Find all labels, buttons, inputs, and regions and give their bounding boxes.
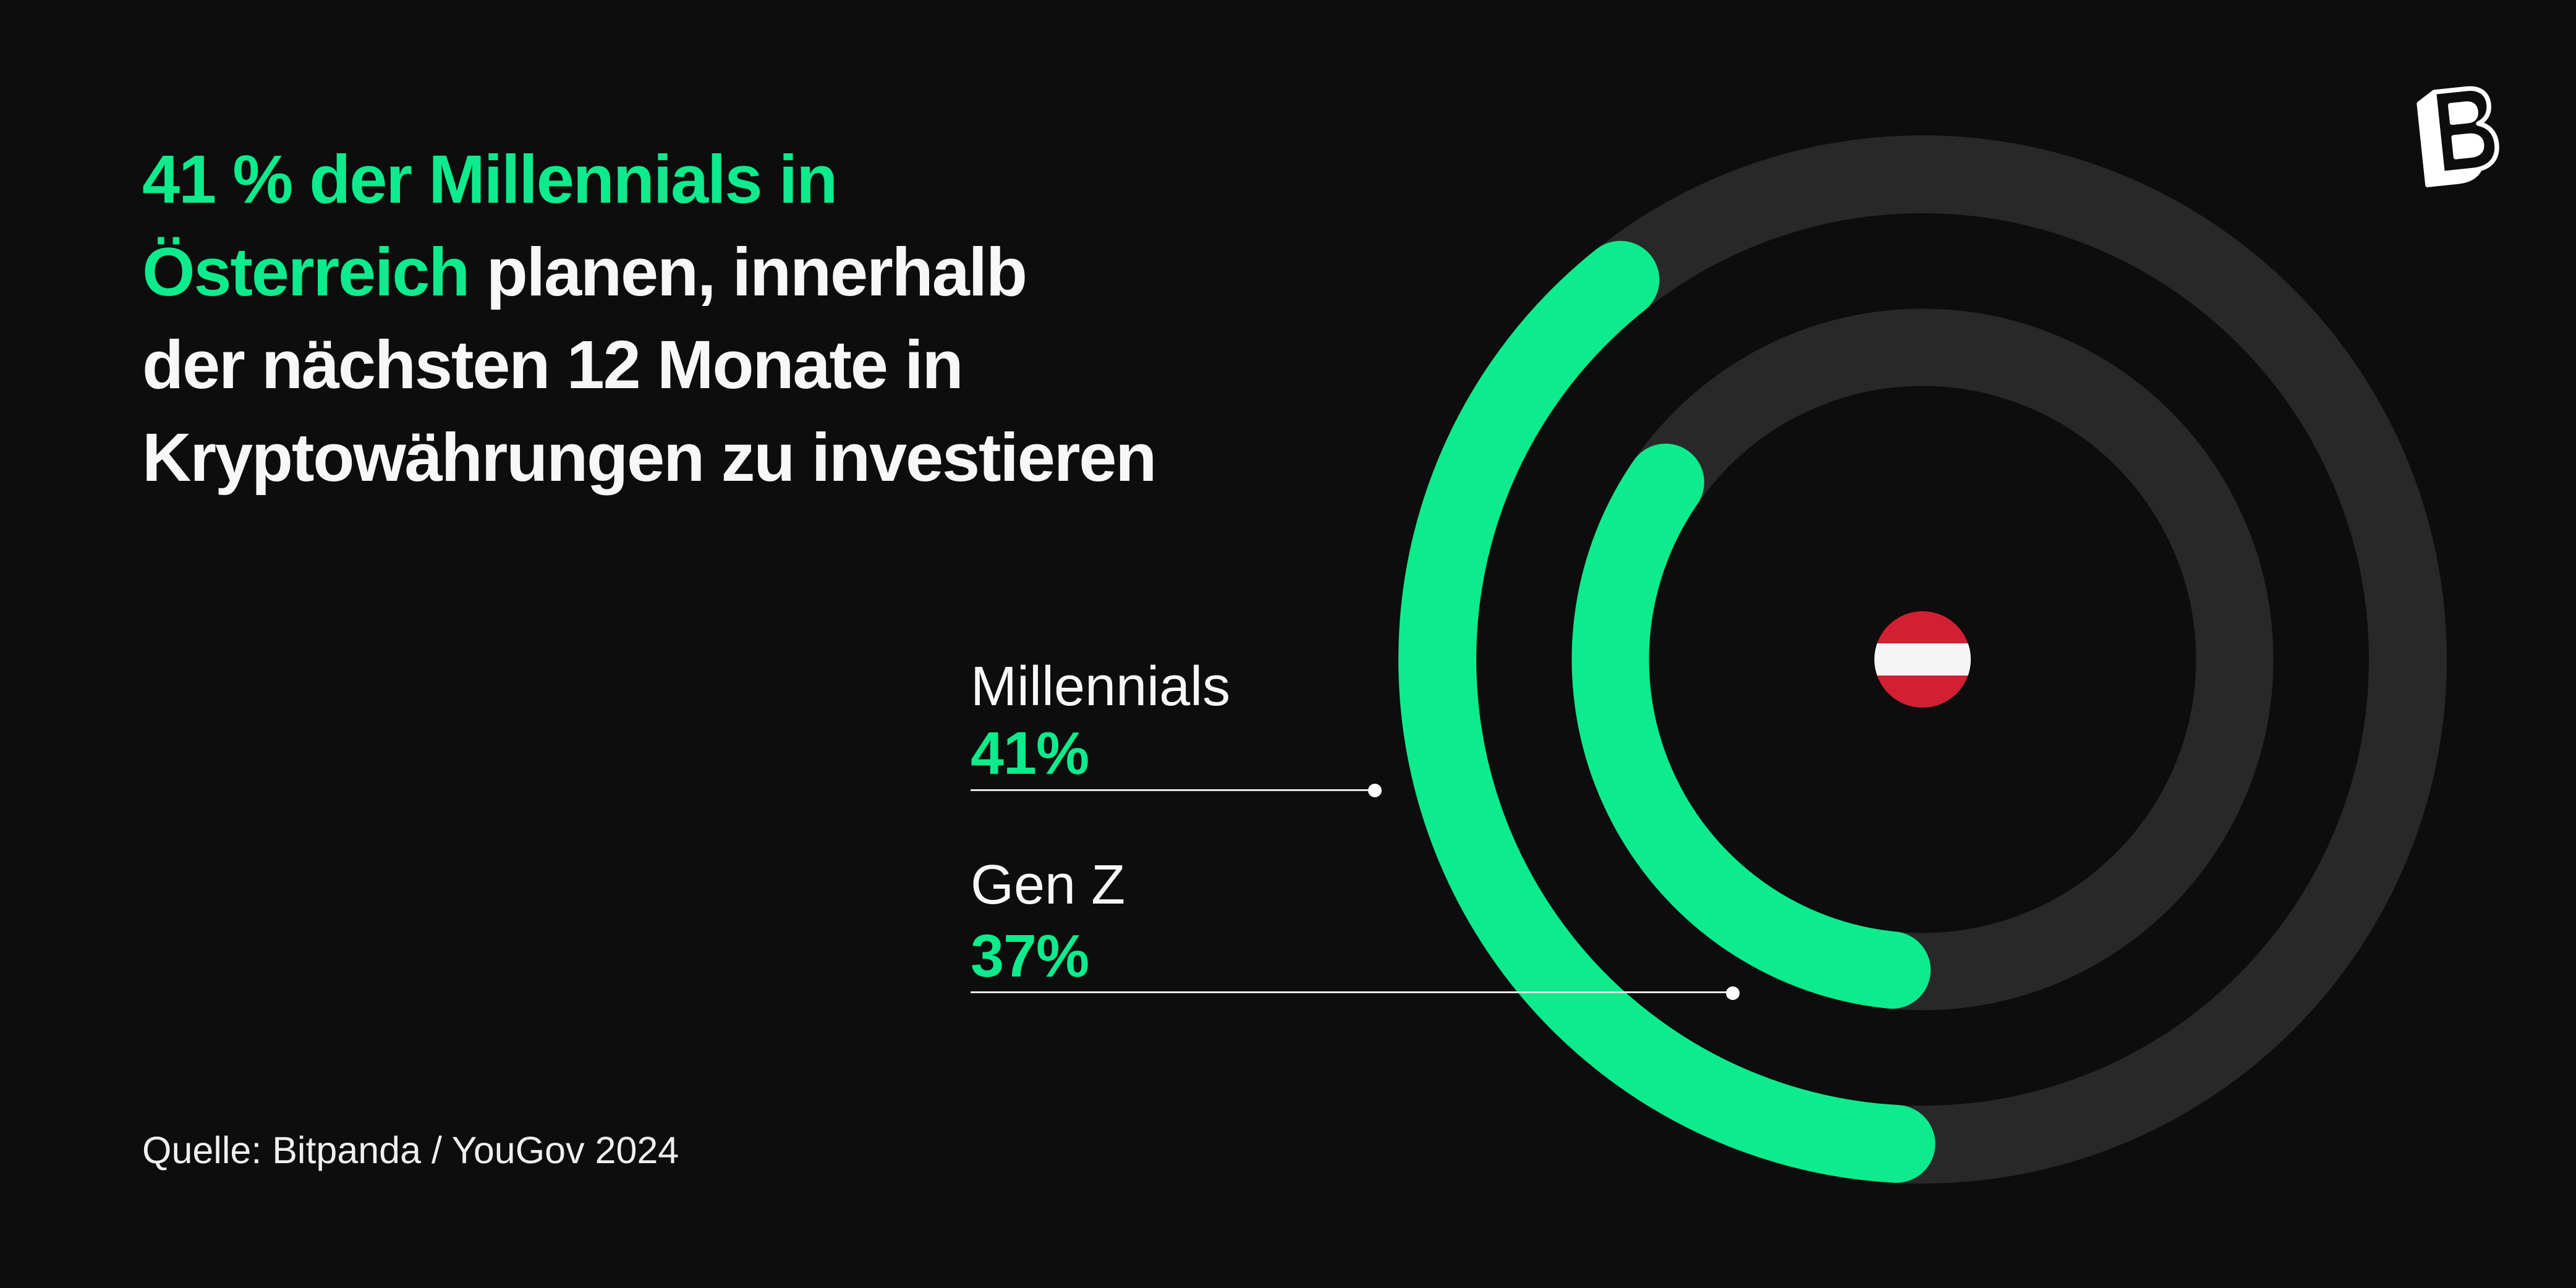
millennials-arc — [1398, 240, 1936, 1183]
bitpanda-logo — [2417, 86, 2499, 187]
genz-value: 37% — [971, 922, 1089, 989]
genz-arc — [1571, 443, 1931, 1009]
headline-line: Kryptowährungen zu investieren — [142, 412, 1157, 504]
millennials-leader-line — [971, 789, 1375, 791]
austria-flag-white-stripe — [1874, 643, 1971, 676]
headline-line: Österreich planen, innerhalb — [142, 226, 1155, 319]
genz-label: Gen Z — [971, 854, 1126, 916]
millennials-leader-dot — [1368, 784, 1382, 797]
headline-line: der nächsten 12 Monate in — [142, 319, 1155, 412]
headline-text: der nächsten 12 Monate in — [142, 327, 964, 403]
millennials-value: 41% — [971, 719, 1089, 787]
headline-accent-text: 41 % der Millennials in — [142, 142, 838, 218]
headline-line: 41 % der Millennials in — [142, 133, 1155, 226]
genz-leader-line — [971, 991, 1733, 993]
genz-leader-dot — [1726, 986, 1740, 1000]
headline: 41 % der Millennials in Österreich planen… — [142, 133, 1157, 504]
millennials-label: Millennials — [971, 656, 1231, 718]
headline-text: Kryptowährungen zu investieren — [142, 420, 1157, 496]
headline-text: planen, innerhalb — [469, 234, 1027, 310]
headline-accent-text: Österreich — [142, 234, 470, 310]
logo-front-face — [2431, 86, 2499, 176]
source-note: Quelle: Bitpanda / YouGov 2024 — [142, 1129, 679, 1171]
